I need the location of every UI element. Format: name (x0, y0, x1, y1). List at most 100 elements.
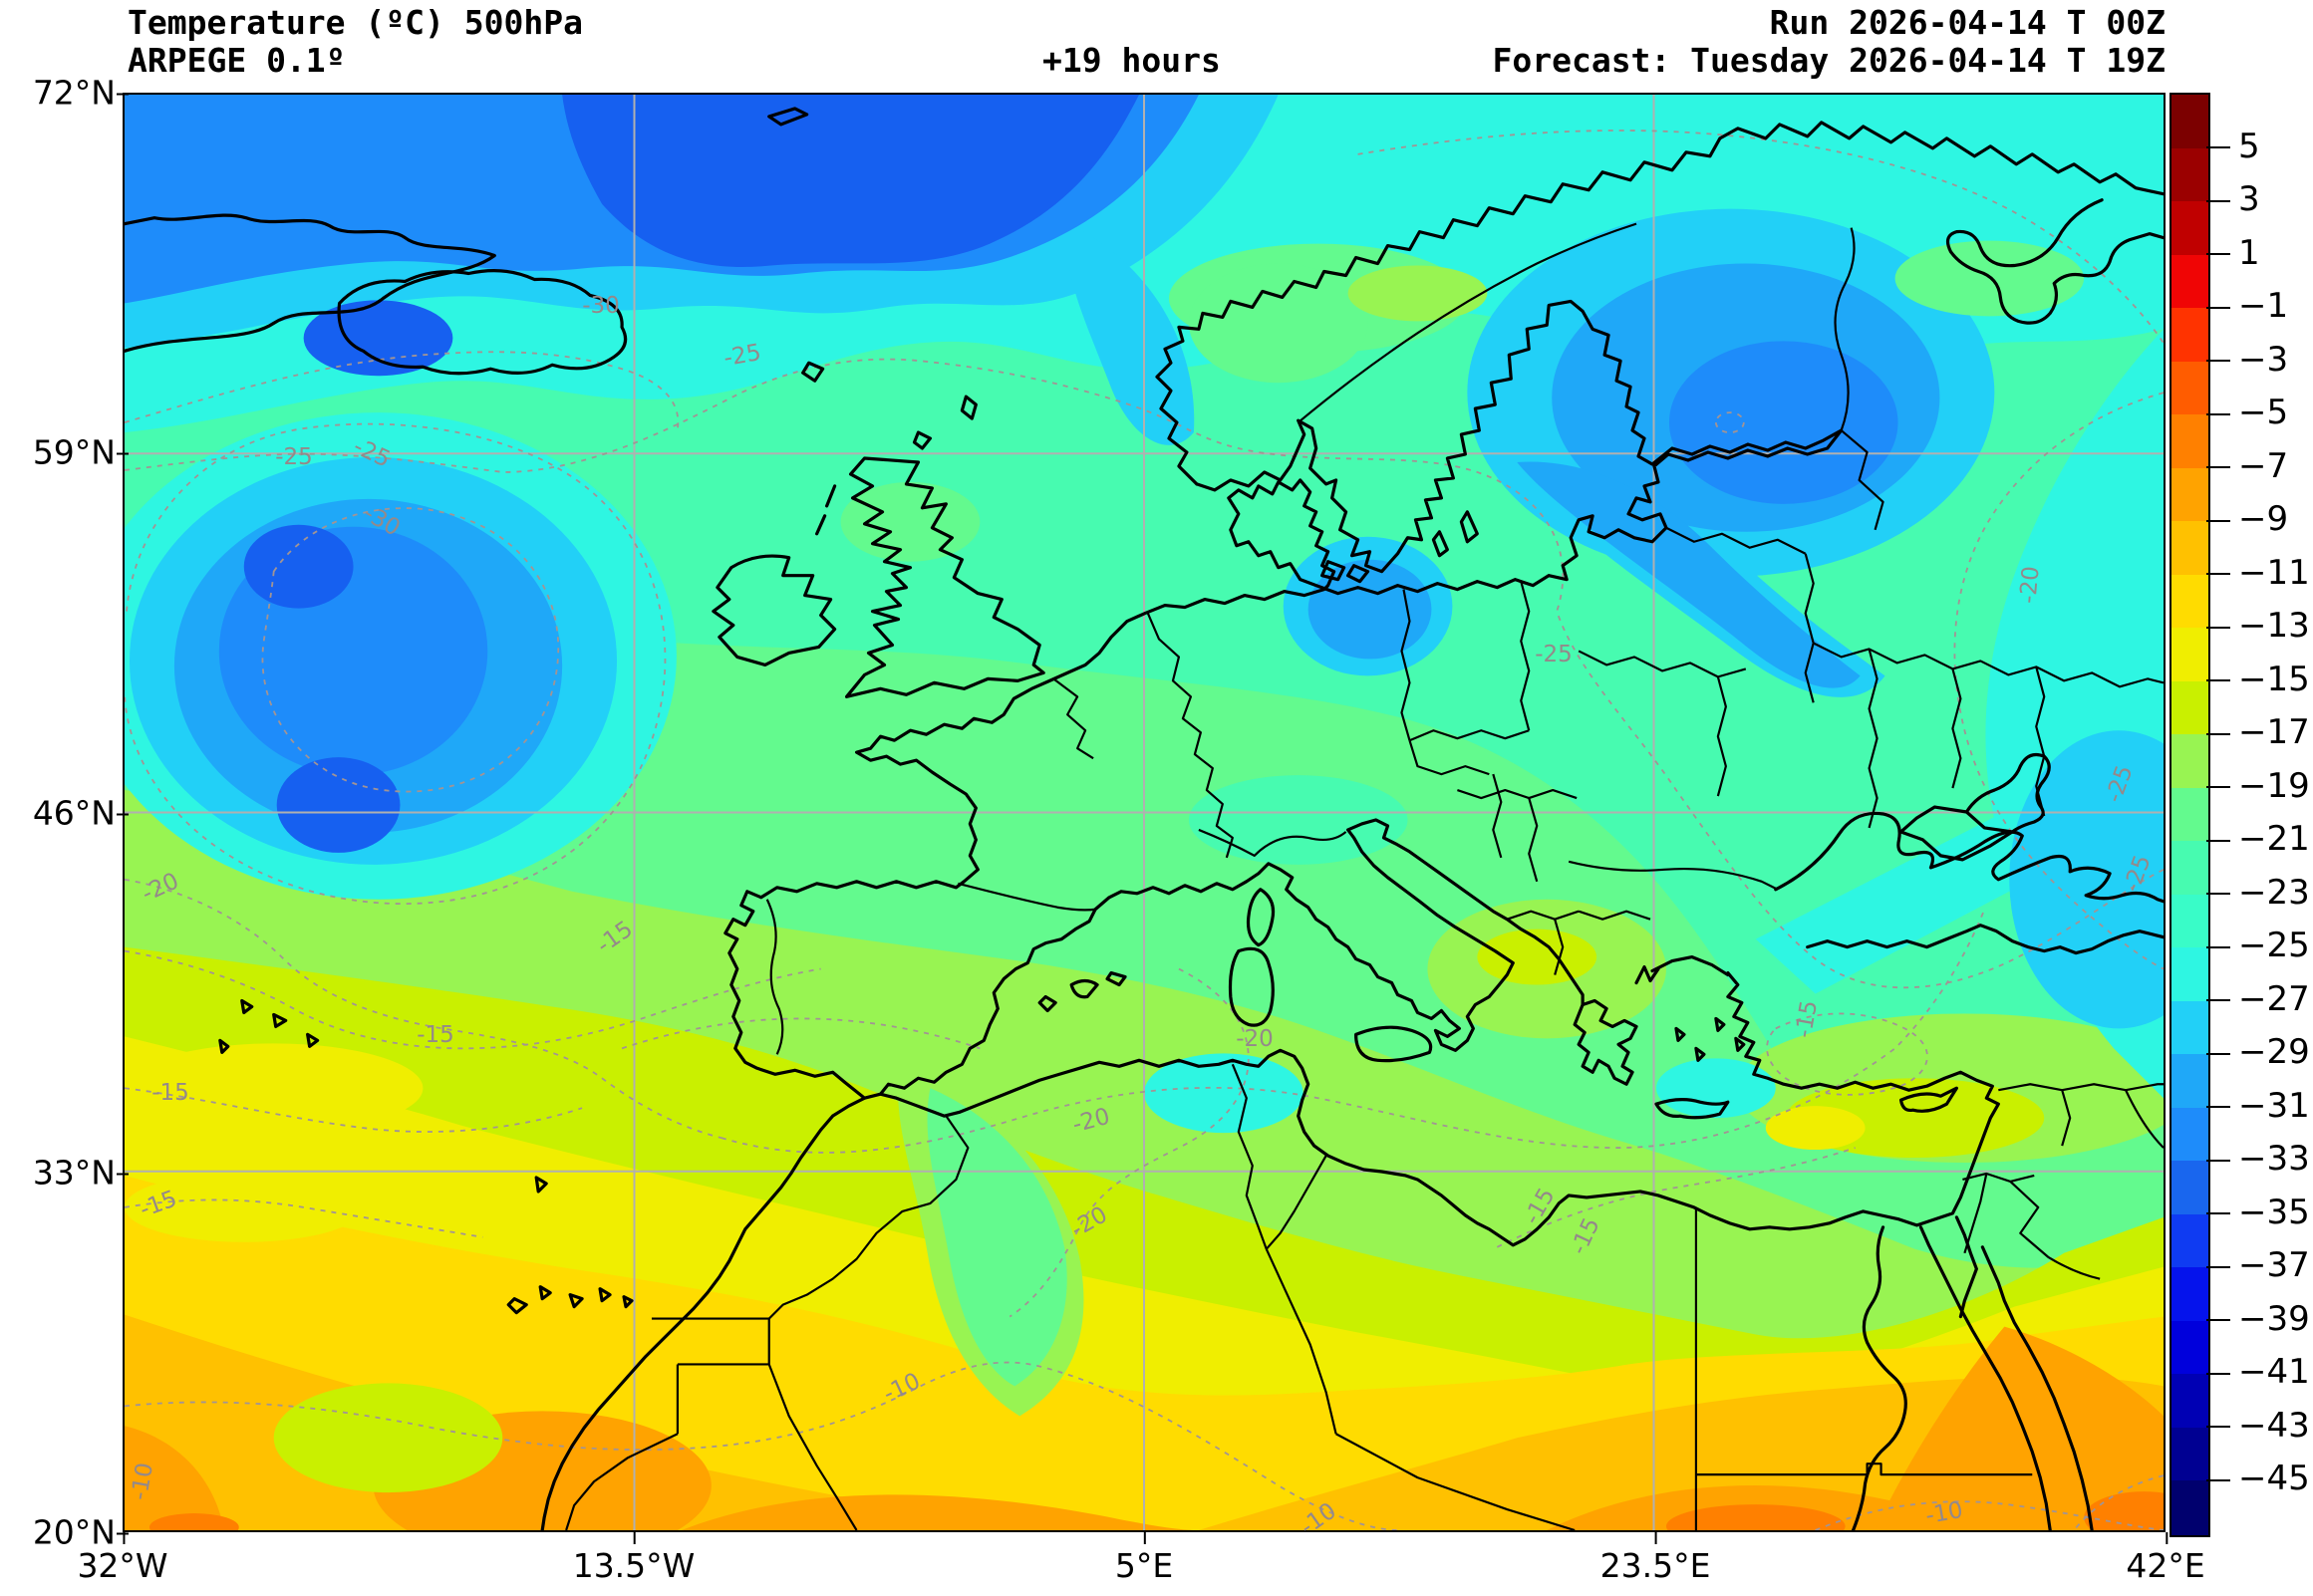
colorbar-tick-mark (2206, 360, 2230, 363)
colorbar-tick-mark (2206, 519, 2230, 522)
chart-title: Temperature (ºC) 500hPa (128, 3, 583, 42)
colorbar-tick-mark (2206, 945, 2230, 948)
colorbar-tick: −19 (2206, 766, 2310, 806)
colorbar-tick-text: −17 (2238, 712, 2310, 753)
colorbar-tick-text: −13 (2238, 606, 2310, 647)
lon-tick-mark (633, 1532, 636, 1544)
colorbar-tick-mark (2206, 146, 2230, 149)
colorbar-ticks: 5 3 1 −1 −3 −5 −7 −9 −11 −13 −15 −1 (2206, 93, 2313, 1533)
colorbar-tick-text: 3 (2238, 179, 2260, 220)
colorbar-tick-text: −7 (2238, 445, 2289, 486)
colorbar-tick: −17 (2206, 712, 2310, 752)
colorbar-tick: −27 (2206, 979, 2310, 1019)
lon-tick-label: 23.5°E (1599, 1532, 1711, 1585)
colorbar-tick: −25 (2206, 926, 2310, 965)
colorbar-cell (2171, 1374, 2208, 1430)
colorbar-tick-mark (2206, 306, 2230, 309)
colorbar-cell (2171, 467, 2208, 523)
colorbar-tick-mark (2206, 1426, 2230, 1429)
lat-tick-mark (117, 452, 129, 454)
colorbar-cell (2171, 308, 2208, 363)
colorbar-tick-mark (2206, 679, 2230, 682)
lat-tick-label: 59°N (32, 432, 129, 472)
colorbar-tick-text: −3 (2238, 339, 2289, 380)
lon-tick-text: 5°E (1114, 1546, 1174, 1585)
colorbar-tick: −39 (2206, 1299, 2310, 1339)
colorbar-tick-mark (2206, 893, 2230, 896)
colorbar-cell (2171, 894, 2208, 949)
contour-label: -20 (1236, 1026, 1274, 1052)
map-canvas: -25 -25 -25 -30 -30 -25 -20 -15 -15 -15 -15 -20 -20-… (123, 93, 2166, 1540)
colorbar-tick-mark (2206, 573, 2230, 576)
colorbar-tick: −15 (2206, 660, 2310, 699)
colorbar-tick-text: 5 (2238, 126, 2260, 166)
lat-tick-text: 20°N (32, 1512, 116, 1552)
colorbar-cell (2171, 1107, 2208, 1163)
colorbar-cell (2171, 947, 2208, 1002)
colorbar-tick-text: −19 (2238, 765, 2310, 806)
colorbar-tick-mark (2206, 999, 2230, 1002)
lat-tick-text: 46°N (32, 793, 116, 833)
colorbar-tick: −29 (2206, 1032, 2310, 1072)
colorbar-cell (2171, 1480, 2208, 1536)
colorbar-tick-text: −21 (2238, 819, 2310, 860)
lat-tick-text: 59°N (32, 432, 116, 472)
lon-tick-text: 23.5°E (1599, 1546, 1711, 1585)
lon-tick-label: 42°E (2126, 1532, 2205, 1585)
gridlines (125, 95, 2164, 1530)
colorbar-tick-mark (2206, 839, 2230, 842)
colorbar-tick-mark (2206, 1212, 2230, 1215)
colorbar-tick-text: −9 (2238, 499, 2289, 540)
colorbar-tick-text: −39 (2238, 1298, 2310, 1339)
run-label: Run 2026-04-14 T 00Z (1769, 3, 2166, 42)
colorbar-tick-mark (2206, 1265, 2230, 1268)
colorbar-tick: −41 (2206, 1352, 2310, 1392)
colorbar-tick-text: −33 (2238, 1139, 2310, 1180)
contour-label: -30 (582, 293, 620, 319)
country-borders (565, 222, 2164, 1530)
colorbar-tick: −43 (2206, 1406, 2310, 1446)
colorbar-cell (2171, 1161, 2208, 1215)
lead-time-label: +19 hours (1042, 41, 1221, 80)
colorbar-tick: 1 (2206, 233, 2260, 273)
colorbar-tick-text: −23 (2238, 872, 2310, 913)
colorbar-tick: −1 (2206, 286, 2288, 326)
colorbar-tick-text: −45 (2238, 1459, 2310, 1499)
colorbar-tick: −35 (2206, 1193, 2310, 1232)
colorbar-cell (2171, 147, 2208, 203)
colorbar-tick-mark (2206, 1052, 2230, 1055)
colorbar-tick: −13 (2206, 606, 2310, 646)
colorbar-tick: −7 (2206, 446, 2288, 486)
colorbar-tick-text: −31 (2238, 1085, 2310, 1126)
lon-tick-text: 32°W (77, 1546, 168, 1585)
contour-label: -25 (275, 444, 313, 470)
colorbar-cell (2171, 680, 2208, 736)
colorbar-tick: −21 (2206, 819, 2310, 859)
colorbar-tick-text: −5 (2238, 393, 2289, 433)
colorbar-tick-mark (2206, 1159, 2230, 1162)
colorbar-cell (2171, 1267, 2208, 1322)
colorbar-cell (2171, 841, 2208, 896)
colorbar-tick: 3 (2206, 179, 2260, 219)
lat-tick-mark (117, 1173, 129, 1175)
contour-label: -15 (151, 1080, 189, 1106)
lon-tick-mark (1143, 1532, 1146, 1544)
colorbar-tick-text: −43 (2238, 1405, 2310, 1446)
colorbar-cell (2171, 1213, 2208, 1269)
map-plot (125, 95, 2164, 1530)
colorbar-tick-text: −35 (2238, 1192, 2310, 1232)
colorbar-tick: −11 (2206, 553, 2310, 593)
contour-label: -20 (2015, 565, 2045, 605)
colorbar-tick: −23 (2206, 873, 2310, 913)
colorbar-tick-text: 1 (2238, 232, 2260, 273)
lat-tick-mark (117, 813, 129, 815)
forecast-label: Forecast: Tuesday 2026-04-14 T 19Z (1492, 41, 2166, 80)
colorbar-tick-text: −37 (2238, 1245, 2310, 1286)
colorbar-tick-mark (2206, 466, 2230, 469)
colorbar-tick: −37 (2206, 1245, 2310, 1285)
colorbar-tick: −3 (2206, 340, 2288, 380)
contour-label: -15 (417, 1022, 454, 1048)
lat-tick-label: 72°N (33, 74, 129, 113)
colorbar-tick-mark (2206, 732, 2230, 735)
model-label: ARPEGE 0.1º (128, 41, 346, 80)
